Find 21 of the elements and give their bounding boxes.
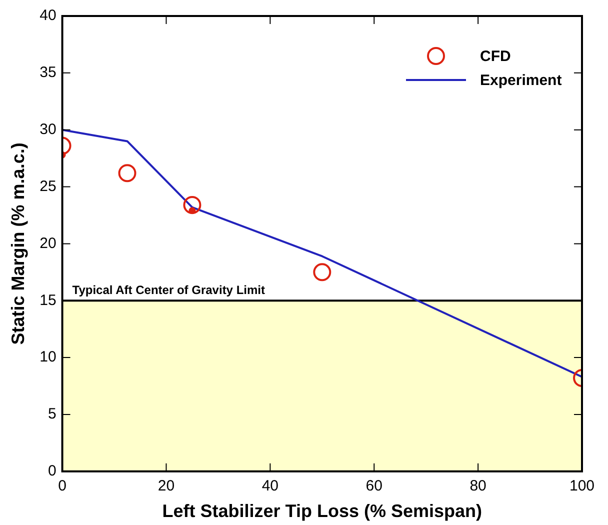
legend-label: CFD [480, 48, 511, 64]
y-tick-label: 15 [40, 292, 56, 309]
point [118, 164, 136, 182]
ref-line-label: Typical Aft Center of Gravity Limit [72, 282, 265, 297]
point [183, 196, 202, 214]
y-tick-label: 30 [40, 120, 56, 138]
x-tick-label: 100 [569, 478, 595, 495]
x-axis-title: Left Stabilizer Tip Loss (% Semispan) [162, 501, 482, 522]
y-tick-label: 25 [40, 178, 56, 195]
y-tick-label: 40 [40, 7, 56, 24]
x-tick-label: 60 [366, 478, 382, 495]
y-tick-label: 20 [40, 234, 56, 252]
y-axis-title: Static Margin (% m.a.c.) [8, 142, 28, 345]
y-tick-label: 10 [40, 348, 56, 366]
x-tick-label: 80 [470, 478, 486, 495]
legend-label: Experiment [480, 72, 562, 88]
x-tick-label: 40 [262, 478, 279, 495]
x-tick-label: 20 [158, 478, 175, 495]
y-tick-label: 35 [40, 64, 56, 82]
y-tick-label: 5 [48, 406, 56, 423]
y-tick-label: 0 [48, 462, 56, 480]
